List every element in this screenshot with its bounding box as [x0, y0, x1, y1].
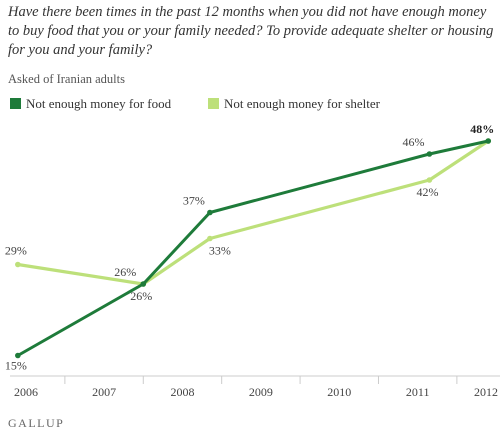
chart-title: Have there been times in the past 12 mon… [8, 4, 494, 58]
data-point-food [207, 209, 213, 216]
legend-label-shelter: Not enough money for shelter [224, 96, 380, 111]
legend-item-food[interactable]: Not enough money for food [10, 96, 171, 112]
series-line-shelter [16, 139, 490, 286]
data-point-food [140, 281, 147, 287]
data-point-shelter [426, 177, 433, 183]
data-label-shelter: 29% [5, 244, 27, 258]
x-tick-label: 2012 [474, 385, 498, 399]
data-point-shelter [207, 235, 213, 242]
data-label-shelter: 33% [209, 244, 231, 258]
data-point-food [485, 138, 492, 144]
data-label-food: 48% [470, 122, 494, 136]
data-label-food: 15% [5, 359, 27, 373]
data-point-food [15, 352, 21, 359]
chart-subtitle: Asked of Iranian adults [8, 72, 125, 86]
x-tick-label: 2008 [170, 385, 194, 399]
gallup-logo: GALLUP [8, 416, 65, 430]
legend-item-shelter[interactable]: Not enough money for shelter [208, 96, 380, 112]
legend-swatch-shelter [208, 98, 219, 109]
x-tick-label: 2010 [327, 385, 351, 399]
x-tick-label: 2006 [14, 385, 38, 399]
x-tick-label: 2009 [249, 385, 273, 399]
data-label-shelter: 42% [416, 185, 438, 199]
legend-swatch-food [10, 98, 21, 109]
data-label-food: 26% [130, 289, 152, 303]
data-label-shelter: 26% [114, 265, 136, 279]
x-tick-label: 2007 [92, 385, 116, 399]
data-point-food [426, 151, 433, 157]
data-point-shelter [15, 261, 21, 268]
data-label-food: 46% [402, 135, 424, 149]
series-line-food [16, 139, 490, 357]
legend-label-food: Not enough money for food [26, 96, 172, 111]
data-label-food: 37% [183, 194, 205, 208]
x-tick-label: 2011 [406, 385, 430, 399]
